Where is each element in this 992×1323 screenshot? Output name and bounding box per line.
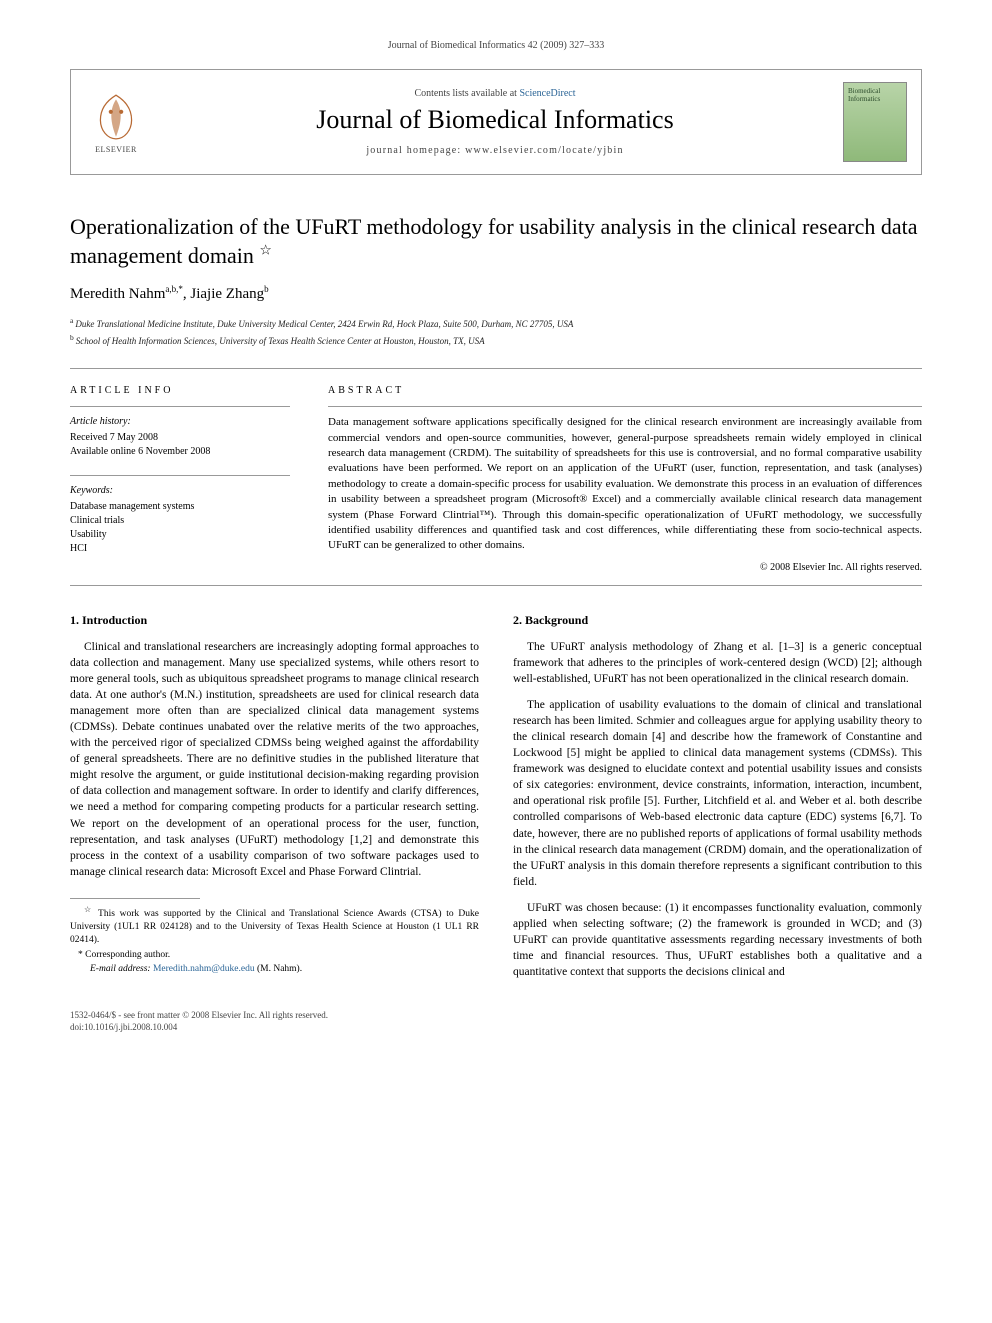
author-2-affil: b xyxy=(264,284,269,294)
divider xyxy=(328,406,922,407)
issn-line: 1532-0464/$ - see front matter © 2008 El… xyxy=(70,1010,922,1022)
journal-cover-thumb: Biomedical Informatics xyxy=(843,82,907,162)
left-column: 1. Introduction Clinical and translation… xyxy=(70,612,479,991)
sciencedirect-link[interactable]: ScienceDirect xyxy=(519,88,575,99)
affiliation-a: aDuke Translational Medicine Institute, … xyxy=(70,315,922,332)
email-tail: (M. Nahm). xyxy=(257,964,302,974)
abstract-col: ABSTRACT Data management software applic… xyxy=(328,385,922,573)
contents-available-line: Contents lists available at ScienceDirec… xyxy=(165,88,825,99)
author-1: Meredith Nahm xyxy=(70,286,165,302)
corr-text: Corresponding author. xyxy=(85,950,170,960)
background-paragraph: The application of usability evaluations… xyxy=(513,697,922,890)
funding-mark: ☆ xyxy=(84,905,93,914)
info-abstract-row: ARTICLE INFO Article history: Received 7… xyxy=(70,369,922,585)
cover-label: Biomedical Informatics xyxy=(848,87,902,103)
keyword: HCI xyxy=(70,542,290,556)
elsevier-logo: ELSEVIER xyxy=(85,86,147,158)
affiliation-b: bSchool of Health Information Sciences, … xyxy=(70,332,922,349)
footnote-email: E-mail address: Meredith.nahm@duke.edu (… xyxy=(70,963,479,976)
article-history-label: Article history: xyxy=(70,415,290,429)
footnote-divider xyxy=(70,898,200,899)
footnotes: ☆ This work was supported by the Clinica… xyxy=(70,905,479,976)
email-link[interactable]: Meredith.nahm@duke.edu xyxy=(153,964,255,974)
contents-prefix: Contents lists available at xyxy=(414,88,519,99)
affiliations: aDuke Translational Medicine Institute, … xyxy=(70,315,922,348)
article-info-heading: ARTICLE INFO xyxy=(70,385,290,396)
received-date: Received 7 May 2008 xyxy=(70,431,290,445)
article-title: Operationalization of the UFuRT methodol… xyxy=(70,213,922,270)
divider xyxy=(70,585,922,586)
header-center: Contents lists available at ScienceDirec… xyxy=(165,88,825,156)
keyword: Clinical trials xyxy=(70,514,290,528)
title-text: Operationalization of the UFuRT methodol… xyxy=(70,214,917,268)
email-label: E-mail address: xyxy=(90,964,151,974)
article-info-col: ARTICLE INFO Article history: Received 7… xyxy=(70,385,290,573)
author-2: Jiajie Zhang xyxy=(190,286,264,302)
background-paragraph: UFuRT was chosen because: (1) it encompa… xyxy=(513,900,922,980)
section-heading-background: 2. Background xyxy=(513,612,922,629)
footnote-corresponding: * Corresponding author. xyxy=(70,949,479,962)
intro-paragraph: Clinical and translational researchers a… xyxy=(70,639,479,880)
journal-header: ELSEVIER Contents lists available at Sci… xyxy=(70,69,922,175)
corr-mark: * xyxy=(78,950,83,960)
funding-text: This work was supported by the Clinical … xyxy=(70,909,479,945)
journal-name: Journal of Biomedical Informatics xyxy=(165,105,825,135)
affiliation-b-text: School of Health Information Sciences, U… xyxy=(76,336,485,346)
elsevier-wordmark: ELSEVIER xyxy=(95,145,137,154)
abstract-text: Data management software applications sp… xyxy=(328,415,922,554)
divider xyxy=(70,475,290,476)
homepage-url[interactable]: www.elsevier.com/locate/yjbin xyxy=(465,145,624,156)
footnote-funding: ☆ This work was supported by the Clinica… xyxy=(70,905,479,947)
front-matter-footer: 1532-0464/$ - see front matter © 2008 El… xyxy=(70,1010,922,1033)
abstract-copyright: © 2008 Elsevier Inc. All rights reserved… xyxy=(328,562,922,573)
homepage-line: journal homepage: www.elsevier.com/locat… xyxy=(165,145,825,156)
keyword: Database management systems xyxy=(70,500,290,514)
online-date: Available online 6 November 2008 xyxy=(70,445,290,459)
body-columns: 1. Introduction Clinical and translation… xyxy=(70,612,922,991)
divider xyxy=(70,406,290,407)
homepage-prefix: journal homepage: xyxy=(366,145,465,156)
title-footnote-mark: ☆ xyxy=(259,243,272,258)
section-heading-introduction: 1. Introduction xyxy=(70,612,479,629)
abstract-heading: ABSTRACT xyxy=(328,385,922,396)
keyword: Usability xyxy=(70,528,290,542)
right-column: 2. Background The UFuRT analysis methodo… xyxy=(513,612,922,991)
affiliation-a-text: Duke Translational Medicine Institute, D… xyxy=(75,319,573,329)
running-head: Journal of Biomedical Informatics 42 (20… xyxy=(70,40,922,51)
author-list: Meredith Nahma,b,*, Jiajie Zhangb xyxy=(70,284,922,303)
author-1-affil: a,b,* xyxy=(165,284,183,294)
background-paragraph: The UFuRT analysis methodology of Zhang … xyxy=(513,639,922,687)
keywords-label: Keywords: xyxy=(70,484,290,498)
doi-line: doi:10.1016/j.jbi.2008.10.004 xyxy=(70,1022,922,1034)
